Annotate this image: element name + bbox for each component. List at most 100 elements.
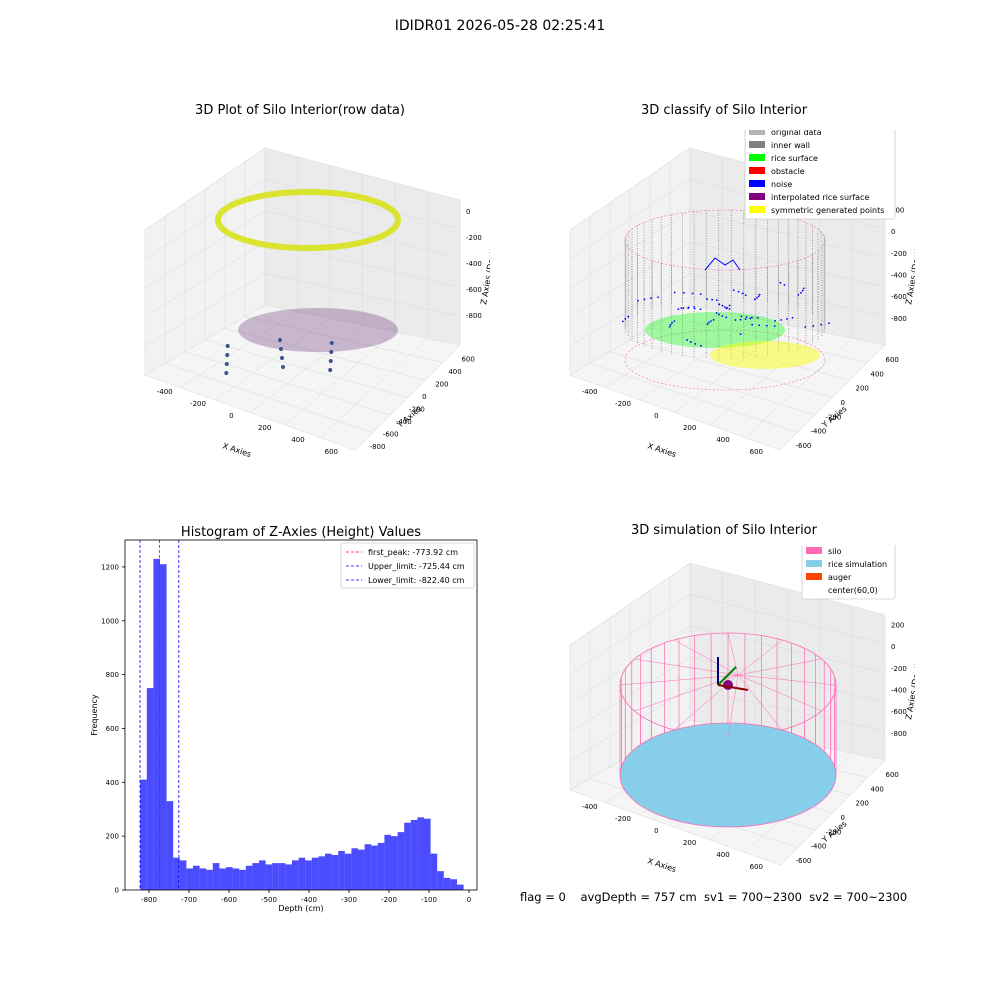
z-tick-label: -600 [891,708,907,716]
legend-swatch [806,560,822,567]
histogram-bar [239,869,246,890]
x-tick-label: -400 [301,896,317,904]
y-tick-label: -400 [396,418,412,426]
noise-point [680,307,683,309]
noise-point [801,289,804,292]
roof-line [727,674,739,738]
y-tick-label: -400 [811,428,827,436]
x-tick-label: 600 [325,448,338,456]
noise-point [780,319,783,321]
silo-bottom-ring [624,329,826,391]
legend-label: Lower_limit: -822.40 cm [368,576,465,585]
symmetric-points-area [710,341,820,369]
z-tick-label: -600 [466,286,482,294]
stray-point [329,341,334,345]
histogram-bar [173,857,180,890]
stray-point [329,350,334,354]
histogram-bar [351,848,358,890]
status-footer: flag = 0 avgDepth = 757 cm sv1 = 700~230… [520,890,907,904]
y-tick-label: 0 [841,814,845,822]
x-tick-label: 0 [654,412,658,420]
noise-point [691,292,694,295]
histogram-bar [232,868,240,890]
rice-simulation-surface [619,722,837,828]
y-tick-label: 1200 [101,563,119,571]
noise-point [725,316,728,319]
y-tick-label: 400 [106,779,119,787]
grid-line [689,273,886,317]
histogram-bar [140,779,147,890]
noise-point [827,322,830,324]
y-tick-label: 0 [115,887,119,895]
legend-label: auger [828,573,852,582]
histogram-bar [331,855,339,890]
grid-line [689,656,886,703]
noise-point [774,319,777,322]
legend-label: rice surface [771,154,818,163]
histogram-bar [397,832,405,890]
x-tick-label: -200 [190,400,206,408]
raw-plot-title: 3D Plot of Silo Interior(row data) [195,103,405,118]
histogram-bar [450,879,457,890]
histogram-bar [358,849,365,890]
y-tick-label: 400 [871,785,884,793]
y-tick-label: 400 [871,370,884,378]
x-tick-label: -100 [421,896,437,904]
simulation-legend: silo rice simulation auger center(60,0) [801,545,896,600]
stray-point [224,362,229,366]
simulation-plot-title: 3D simulation of Silo Interior [631,523,817,538]
grid-line [569,210,691,289]
legend-swatch [749,154,765,161]
x-tick-label: -200 [381,896,397,904]
grid-line [569,273,691,347]
noise-point [643,298,646,301]
noise-point [711,298,714,301]
z-tick-label: -200 [466,234,482,242]
z-tick-label: -400 [891,687,907,695]
stray-point [328,359,333,363]
x-axis-label: X Axies [646,441,677,459]
histogram-bar [417,817,424,890]
noise-point [699,308,702,311]
y-tick-label: 200 [856,800,869,808]
histogram-bar [404,822,411,890]
grid-line [144,241,266,318]
legend-label: inner wall [771,141,810,150]
noise-point [621,320,624,323]
z-tick-label: -200 [891,250,907,258]
noise-point [624,318,627,320]
noise-point [671,321,673,324]
noise-point [710,320,712,323]
legend-swatch [806,586,822,593]
classified-points [621,209,830,391]
histogram-bar [391,836,398,890]
histogram-bar [146,688,154,890]
histogram-bar [153,558,160,890]
histogram-bar [384,834,391,890]
legend-swatch [749,141,765,148]
z-tick-label: -800 [891,315,907,323]
legend-label: rice simulation [828,560,887,569]
x-tick-label: -400 [582,388,598,396]
histogram-bar [318,856,325,890]
noise-point [773,325,776,327]
classify-legend: original data inner wall rice surface obsta… [744,130,896,220]
histogram-bar [338,850,345,890]
legend-label: Upper_limit: -725.44 cm [368,562,465,571]
histogram-bar [206,869,213,890]
y-tick-label: 600 [106,725,119,733]
noise-point [706,298,708,301]
noise-point [751,323,754,326]
y-tick-label: -400 [811,843,827,851]
auger-axis-x [717,684,749,691]
legend-swatch [749,167,765,174]
noise-point [758,324,761,327]
avg-depth-text: avgDepth = 757 cm sv1 = 700~2300 sv2 = 7… [580,890,908,904]
classify-plot-title: 3D classify of Silo Interior [640,103,808,118]
noise-point [669,323,672,326]
top-ring [215,189,401,251]
stray-point [279,347,284,351]
noise-point [682,291,685,294]
x-tick-label: -200 [615,815,631,823]
stray-point [281,365,286,369]
